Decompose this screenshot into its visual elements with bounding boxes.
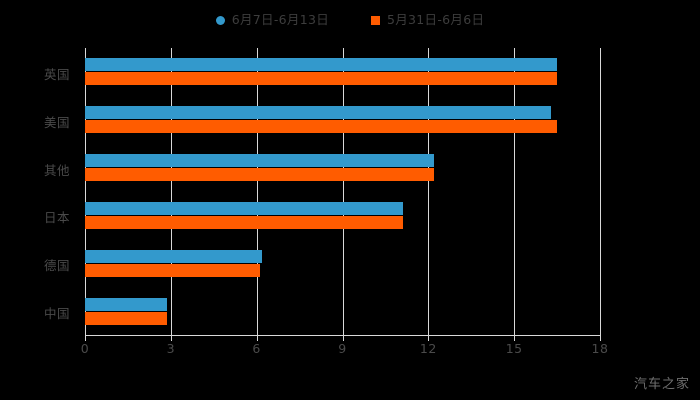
legend-item-series-1[interactable]: 6月7日-6月13日 [215, 11, 329, 27]
bar-series-1[interactable] [85, 106, 552, 120]
plot-area [85, 48, 601, 335]
x-axis-tick-mark [170, 336, 172, 341]
x-axis-tick-mark [342, 336, 344, 341]
watermark: 汽车之家 [633, 377, 690, 392]
bar-series-2[interactable] [85, 72, 558, 86]
bar-series-2[interactable] [85, 120, 558, 134]
gridline [428, 48, 430, 335]
x-axis-tick-mark [428, 336, 430, 341]
bar-series-2[interactable] [85, 311, 167, 325]
gridline [514, 48, 516, 335]
x-axis-tick-label: 15 [505, 341, 523, 356]
bar-series-1[interactable] [85, 201, 403, 215]
x-axis-tick-label: 9 [338, 341, 347, 356]
x-axis-tick-label: 18 [591, 341, 609, 356]
x-axis-tick-label: 12 [419, 341, 437, 356]
bar-group [85, 201, 600, 229]
x-axis-tick-label: 3 [166, 341, 176, 356]
bar-group [85, 154, 600, 182]
bar-group [85, 58, 600, 86]
y-axis-label: 英国 [43, 66, 70, 82]
bar-group [85, 249, 600, 277]
gridline [600, 48, 601, 335]
y-axis-label: 其他 [43, 162, 70, 178]
bar-series-1[interactable] [85, 58, 558, 72]
bar-series-2[interactable] [85, 263, 260, 277]
gridline [342, 48, 344, 335]
bar-group [85, 106, 600, 134]
legend-circle-marker-icon [215, 15, 225, 25]
y-axis-label: 德国 [43, 258, 70, 274]
bar-series-2[interactable] [85, 215, 403, 229]
y-axis-label: 日本 [43, 210, 70, 226]
x-axis-line [85, 335, 601, 336]
x-axis-tick-mark [256, 336, 258, 341]
bar-series-2[interactable] [85, 168, 435, 182]
x-axis-tick-labels: 0 3 6 9 12 15 18 [0, 341, 700, 359]
x-axis-tick-mark [600, 336, 601, 341]
legend-item-label: 5月31日-6月6日 [387, 11, 485, 27]
y-axis-label: 中国 [43, 306, 70, 322]
x-axis-tick-label: 0 [80, 341, 90, 356]
bar-group [85, 297, 600, 325]
gridline [256, 48, 258, 335]
y-axis-label: 美国 [43, 114, 70, 130]
legend-item-series-2[interactable]: 5月31日-6月6日 [371, 11, 485, 27]
y-axis-labels: 英国美国其他日本德国中国 [0, 48, 78, 335]
gridline [85, 48, 86, 335]
chart-legend: 6月7日-6月13日 5月31日-6月6日 [0, 8, 700, 32]
gridline [170, 48, 172, 335]
x-axis-tick-mark [514, 336, 516, 341]
legend-square-marker-icon [371, 15, 380, 25]
legend-item-label: 6月7日-6月13日 [231, 11, 329, 27]
bar-series-1[interactable] [85, 249, 263, 263]
x-axis-tick-label: 6 [252, 341, 261, 356]
bar-series-1[interactable] [85, 154, 435, 168]
bar-series-1[interactable] [85, 297, 167, 311]
x-axis-tick-mark [85, 336, 86, 341]
